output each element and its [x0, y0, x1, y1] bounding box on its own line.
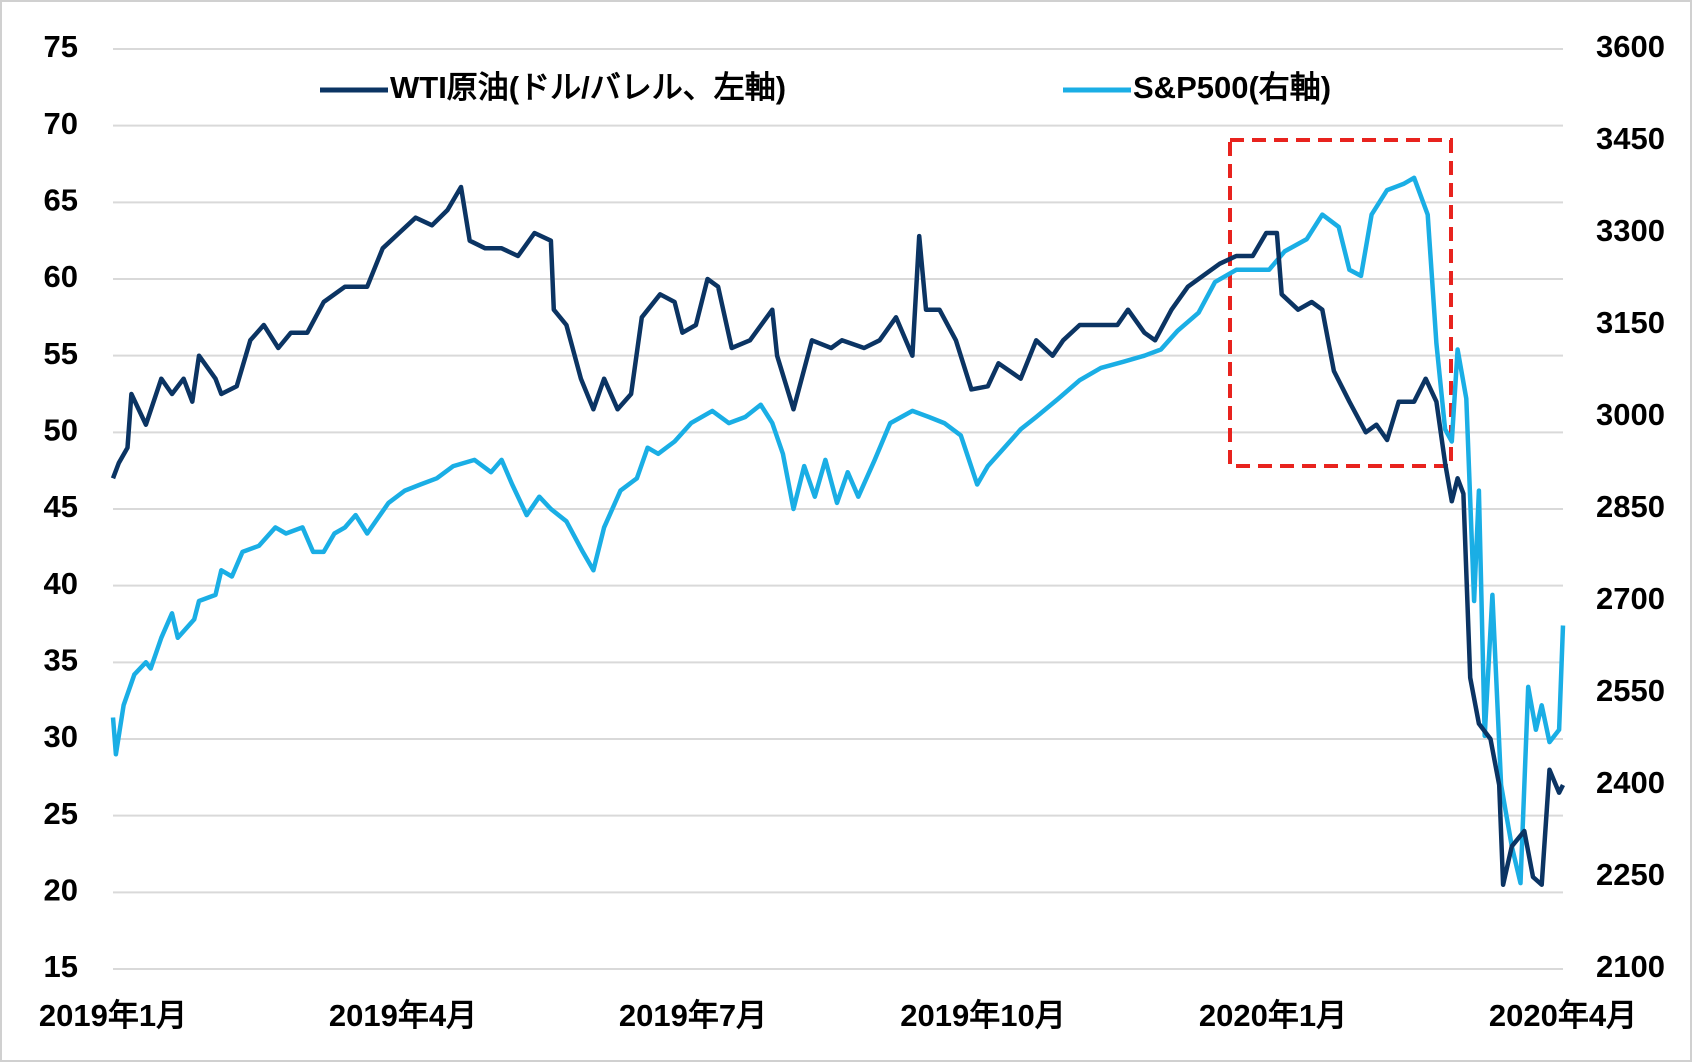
legend-label: S&P500(右軸) — [1133, 70, 1331, 105]
y-tick-label: 40 — [44, 566, 78, 601]
y2-tick-label: 2550 — [1596, 673, 1665, 708]
x-tick-label: 2019年7月 — [619, 998, 767, 1033]
y-tick-label: 75 — [44, 29, 78, 64]
x-tick-label: 2019年1月 — [39, 998, 187, 1033]
series-line — [110, 184, 1566, 887]
y2-tick-label: 2400 — [1596, 765, 1665, 800]
y-tick-label: 50 — [44, 413, 78, 448]
y2-tick-label: 3450 — [1596, 121, 1665, 156]
y-tick-label: 65 — [44, 183, 78, 218]
y-tick-label: 30 — [44, 719, 78, 754]
y2-tick-label: 2700 — [1596, 581, 1665, 616]
y2-tick-label: 3000 — [1596, 397, 1665, 432]
legend-label: WTI原油(ドル/バレル、左軸) — [390, 70, 786, 105]
y-tick-label: 45 — [44, 489, 78, 524]
y-tick-label: 70 — [44, 106, 78, 141]
x-tick-label: 2020年4月 — [1489, 998, 1637, 1033]
y2-tick-label: 2850 — [1596, 489, 1665, 524]
x-tick-label: 2019年10月 — [900, 998, 1065, 1033]
y-tick-label: 55 — [44, 336, 78, 371]
grid — [113, 48, 1563, 970]
y-tick-label: 35 — [44, 643, 78, 678]
y2-tick-label: 2100 — [1596, 949, 1665, 984]
x-tick-label: 2020年1月 — [1199, 998, 1347, 1033]
highlight-box — [1228, 138, 1453, 468]
y-tick-label: 60 — [44, 259, 78, 294]
y-tick-label: 25 — [44, 796, 78, 831]
y2-tick-label: 2250 — [1596, 857, 1665, 892]
y-tick-label: 20 — [44, 873, 78, 908]
y2-tick-label: 3300 — [1596, 213, 1665, 248]
y2-tick-label: 3600 — [1596, 29, 1665, 64]
y2-tick-label: 3150 — [1596, 305, 1665, 340]
series-line — [110, 175, 1566, 886]
x-tick-label: 2019年4月 — [329, 998, 477, 1033]
y-tick-label: 15 — [44, 949, 78, 984]
